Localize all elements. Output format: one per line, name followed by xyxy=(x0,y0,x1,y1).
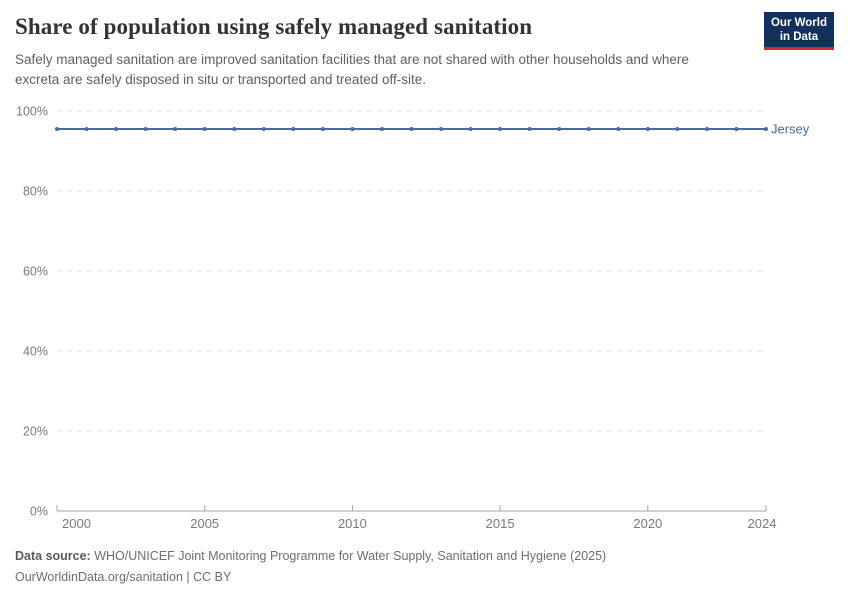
y-axis-label: 60% xyxy=(23,265,48,279)
data-point[interactable] xyxy=(764,127,768,131)
owid-logo-line1: Our World xyxy=(770,17,827,29)
data-point[interactable] xyxy=(291,127,296,131)
data-point[interactable] xyxy=(409,127,414,131)
footer-license-line: OurWorldinData.org/sanitation | CC BY xyxy=(15,570,232,584)
data-point[interactable] xyxy=(704,127,709,131)
owid-logo: Our World in Data xyxy=(763,12,834,50)
data-point[interactable] xyxy=(498,127,503,131)
data-point[interactable] xyxy=(143,127,148,131)
y-axis-label: 0% xyxy=(30,505,48,519)
data-source-text: WHO/UNICEF Joint Monitoring Programme fo… xyxy=(90,549,607,563)
data-point[interactable] xyxy=(173,127,178,131)
data-point[interactable] xyxy=(202,127,207,131)
data-point[interactable] xyxy=(468,127,473,131)
x-axis-label: 2010 xyxy=(338,516,367,531)
x-axis-label: 2000 xyxy=(62,516,91,531)
x-axis-label: 2020 xyxy=(633,516,662,531)
chart-footer: Data source: WHO/UNICEF Joint Monitoring… xyxy=(15,546,606,588)
x-axis-label: 2005 xyxy=(190,516,219,531)
entity-label-jersey[interactable]: Jersey xyxy=(771,122,810,137)
data-point[interactable] xyxy=(557,127,562,131)
x-axis-label: 2015 xyxy=(486,516,515,531)
line-chart: 0% 20% 40% 60% 80% 100% 2000 2005 2010 2015 2020 20… xyxy=(16,105,810,532)
data-point[interactable] xyxy=(734,127,739,131)
data-point[interactable] xyxy=(84,127,89,131)
y-axis-label: 100% xyxy=(16,105,48,119)
data-source-label: Data source: xyxy=(15,549,91,563)
data-point[interactable] xyxy=(586,127,591,131)
data-point[interactable] xyxy=(350,127,355,131)
data-point[interactable] xyxy=(232,127,237,131)
data-point[interactable] xyxy=(114,127,119,131)
data-point[interactable] xyxy=(261,127,266,131)
owid-logo-line2: in Data xyxy=(779,31,819,43)
data-point[interactable] xyxy=(616,127,621,131)
x-axis-label: 2024 xyxy=(748,516,777,531)
data-point[interactable] xyxy=(645,127,650,131)
data-point[interactable] xyxy=(527,127,532,131)
data-point[interactable] xyxy=(675,127,680,131)
y-axis-label: 80% xyxy=(23,185,48,199)
data-point[interactable] xyxy=(55,127,59,131)
page-title: Share of population using safely managed… xyxy=(15,14,533,39)
data-point[interactable] xyxy=(439,127,444,131)
chart-subtitle: Safely managed sanitation are improved s… xyxy=(15,52,689,87)
y-axis-label: 20% xyxy=(23,425,48,439)
data-point[interactable] xyxy=(379,127,384,131)
y-axis-label: 40% xyxy=(23,345,48,359)
data-point[interactable] xyxy=(320,127,325,131)
